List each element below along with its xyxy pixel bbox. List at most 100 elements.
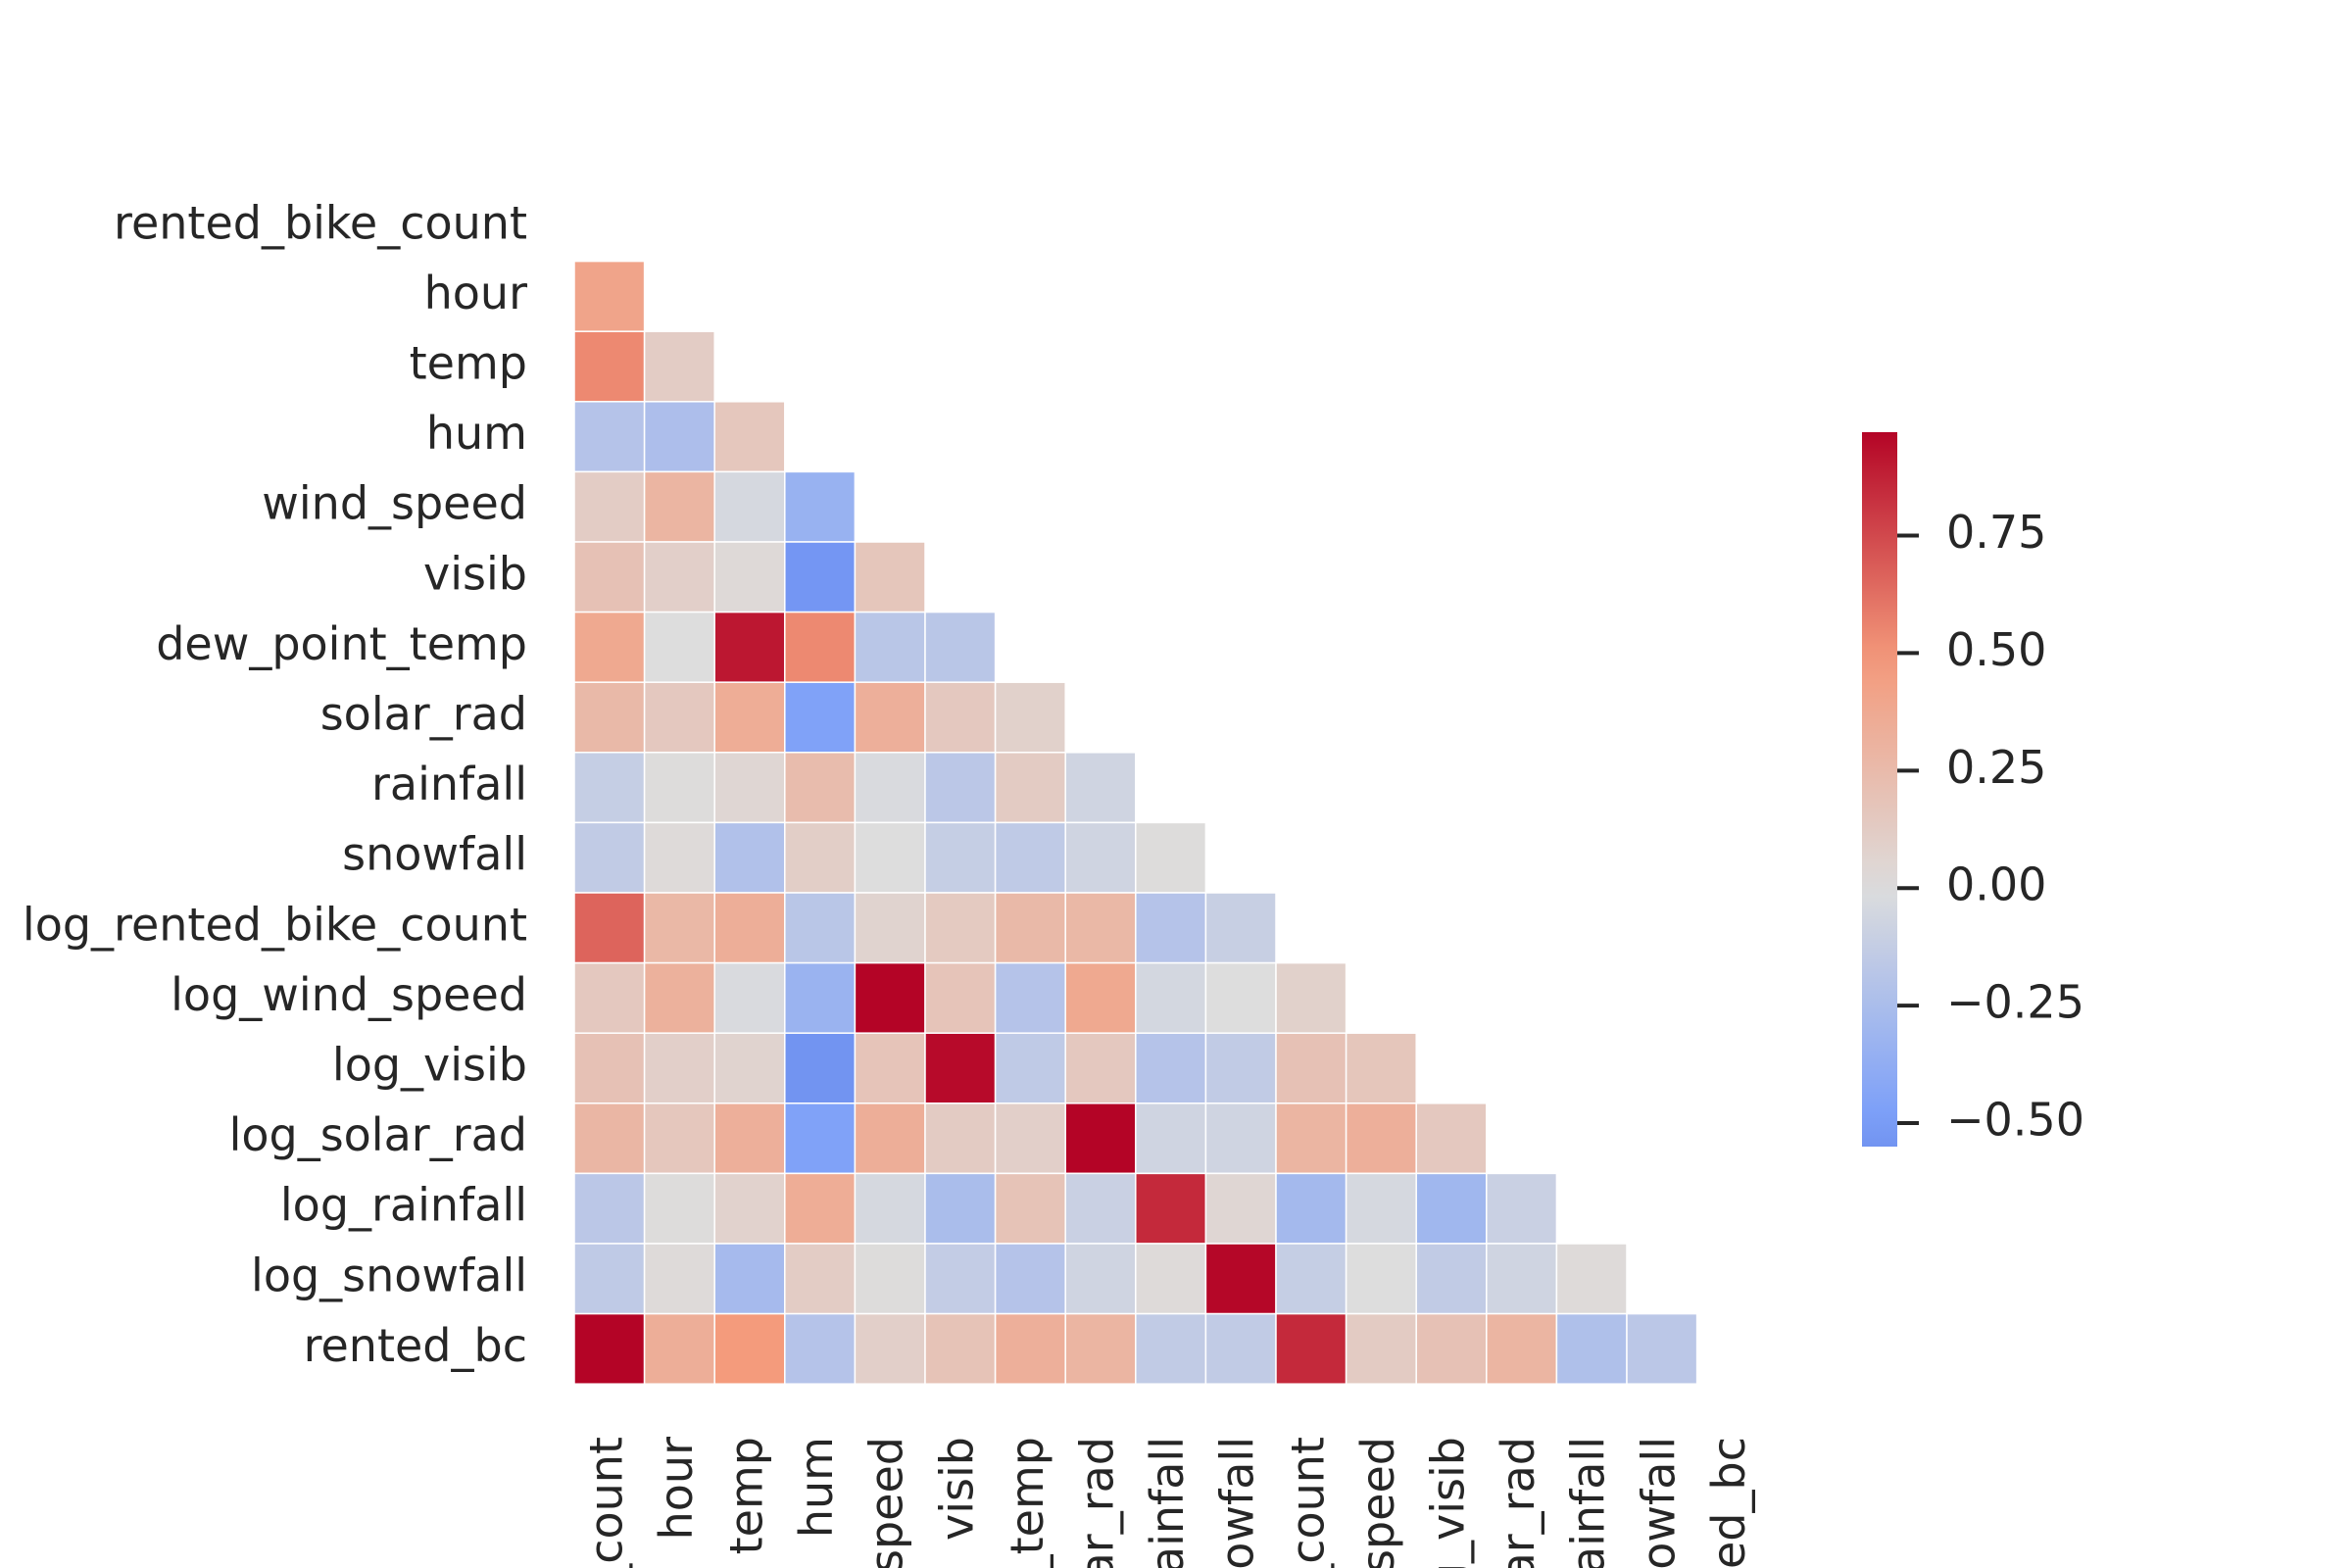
heatmap-cell [643,821,715,894]
heatmap-cell [1135,1102,1207,1175]
heatmap-cell [1064,1312,1137,1385]
heatmap-cell [1486,1312,1558,1385]
heatmap-cell [1064,821,1137,894]
x-tick-label: wind_speed [860,1437,913,1568]
heatmap-cell [573,961,646,1034]
heatmap-cell [994,1172,1066,1245]
heatmap-cell [573,260,646,332]
heatmap-cell [854,541,926,613]
heatmap-cell [1204,1243,1277,1315]
heatmap-cell [1345,1312,1417,1385]
y-tick-label: wind_speed [262,477,527,530]
heatmap-cell [854,752,926,824]
heatmap-cell [1064,752,1137,824]
x-tick-label: solar_rad [1071,1437,1124,1568]
heatmap-cell [643,401,715,473]
heatmap-cell [713,1032,786,1104]
heatmap-cell [1204,961,1277,1034]
x-tick-label: log_rainfall [1562,1437,1615,1568]
x-tick-label: dew_point_temp [1001,1437,1054,1568]
y-tick-label: log_rainfall [280,1179,527,1232]
heatmap-cell [784,821,857,894]
heatmap-cell [713,470,786,543]
heatmap-cell [854,611,926,683]
heatmap-cell [573,681,646,754]
heatmap-cell [1135,1312,1207,1385]
heatmap-cell [573,1312,646,1385]
heatmap-cell [1275,1102,1348,1175]
heatmap-cell [994,752,1066,824]
heatmap-cell [924,961,997,1034]
x-tick-label: hum [790,1437,843,1538]
heatmap-cell [994,821,1066,894]
heatmap-cell [573,1172,646,1245]
heatmap-cell [1064,1102,1137,1175]
heatmap-cell [784,1312,857,1385]
heatmap-cell [924,681,997,754]
heatmap-cell [854,892,926,964]
heatmap-cell [573,541,646,613]
heatmap-cell [643,681,715,754]
heatmap-cell [643,892,715,964]
heatmap-cell [713,1102,786,1175]
heatmap-cell [1204,1032,1277,1104]
heatmap-cell [924,1243,997,1315]
heatmap-cell [1345,1172,1417,1245]
heatmap-cell [1064,1032,1137,1104]
heatmap-cell [573,470,646,543]
heatmap-cell [573,611,646,683]
heatmap-cell [573,821,646,894]
heatmap-cell [784,470,857,543]
heatmap-cell [784,541,857,613]
y-tick-label: log_wind_speed [171,968,527,1021]
heatmap-cell [713,1312,786,1385]
y-tick-label: temp [410,337,527,390]
heatmap-cell [924,1172,997,1245]
heatmap-cell [924,1032,997,1104]
heatmap-cell [1555,1243,1628,1315]
heatmap-cell [573,401,646,473]
heatmap-cell [854,681,926,754]
heatmap-cell [784,1243,857,1315]
heatmap-cell [643,541,715,613]
y-tick-label: snowfall [342,828,527,881]
heatmap-cell [643,1102,715,1175]
heatmap-cell [994,961,1066,1034]
heatmap-cell [784,1102,857,1175]
heatmap-cell [1275,1243,1348,1315]
heatmap-cell [643,1312,715,1385]
heatmap-cell [924,1102,997,1175]
heatmap-cell [713,611,786,683]
heatmap-cell [1204,1172,1277,1245]
x-tick-label: hour [650,1437,703,1540]
heatmap-cell [1345,1032,1417,1104]
heatmap-cell [1064,1172,1137,1245]
heatmap-cell [994,1102,1066,1175]
heatmap-cell [1486,1172,1558,1245]
heatmap-cell [643,330,715,403]
heatmap-cell [1415,1172,1488,1245]
heatmap-cell [643,611,715,683]
heatmap-cell [643,961,715,1034]
heatmap-cell [713,821,786,894]
heatmap-cell [994,1032,1066,1104]
heatmap-cell [1064,1243,1137,1315]
heatmap-cell [784,1172,857,1245]
x-tick-label: temp [720,1437,773,1554]
heatmap-cell [1064,892,1137,964]
heatmap-cell [994,1312,1066,1385]
heatmap-cell [643,1172,715,1245]
y-tick-label: solar_rad [320,688,527,741]
heatmap-cell [713,541,786,613]
heatmap-cell [1275,1032,1348,1104]
heatmap-cell [713,401,786,473]
y-tick-label: rented_bike_count [114,196,527,249]
x-tick-label: rainfall [1141,1437,1194,1568]
heatmap-cell [854,1243,926,1315]
y-tick-label: hum [426,407,527,460]
heatmap-cell [713,681,786,754]
heatmap-cell [784,892,857,964]
heatmap-cell [643,1243,715,1315]
heatmap-cell [713,1243,786,1315]
